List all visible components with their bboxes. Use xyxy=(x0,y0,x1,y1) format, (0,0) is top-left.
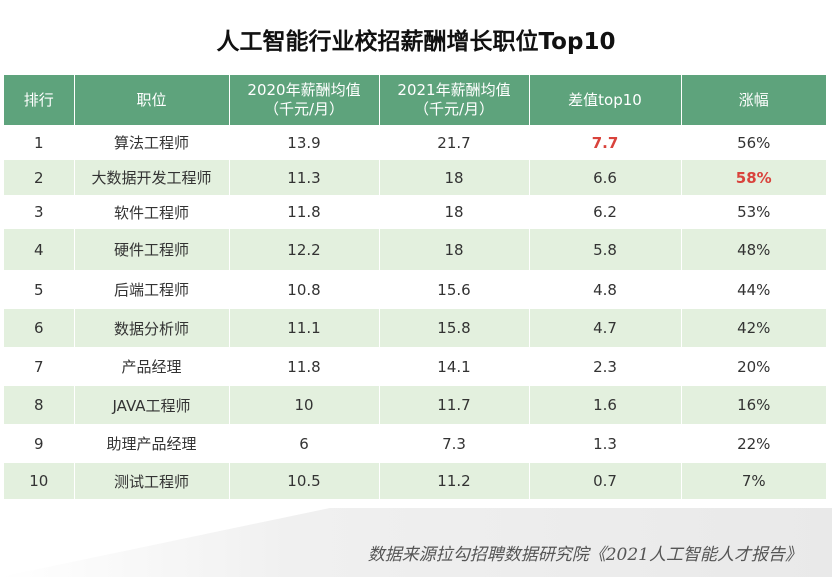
source-band-cutout xyxy=(0,508,330,577)
table-cell: 14.1 xyxy=(379,347,530,386)
table-cell: 10.5 xyxy=(229,463,380,499)
table-cell: 后端工程师 xyxy=(74,270,230,309)
table-cell: 助理产品经理 xyxy=(74,424,230,463)
table-cell: 48% xyxy=(681,229,826,270)
table-cell: 1.3 xyxy=(529,424,682,463)
table-row: 1 算法工程师 13.9 21.7 7.7 56% xyxy=(4,125,826,160)
table-cell: 1.6 xyxy=(529,386,682,424)
salary-table: 排行 职位 2020年薪酬均值 （千元/月） 2021年薪酬均值 （千元/月） 差值top1… xyxy=(4,75,826,499)
table-row: 6 数据分析师 11.1 15.8 4.7 42% xyxy=(4,309,826,347)
column-header-5: 涨幅 xyxy=(681,75,826,125)
table-cell: 10 xyxy=(4,463,75,499)
column-header-0: 排行 xyxy=(4,75,75,125)
table-cell: 53% xyxy=(681,195,826,229)
table-cell: 4 xyxy=(4,229,75,270)
table-cell: 42% xyxy=(681,309,826,347)
table-cell: 21.7 xyxy=(379,125,530,160)
table-cell: 15.6 xyxy=(379,270,530,309)
source-note: 数据来源拉勾招聘数据研究院《2021人工智能人才报告》 xyxy=(367,545,802,565)
table-cell: 5 xyxy=(4,270,75,309)
table-cell: 10.8 xyxy=(229,270,380,309)
table-cell: 大数据开发工程师 xyxy=(74,160,230,195)
table-cell: 7.7 xyxy=(529,125,682,160)
table-cell: 数据分析师 xyxy=(74,309,230,347)
table-cell: 4.8 xyxy=(529,270,682,309)
table-cell: 2.3 xyxy=(529,347,682,386)
table-row: 7 产品经理 11.8 14.1 2.3 20% xyxy=(4,347,826,386)
table-cell: 硬件工程师 xyxy=(74,229,230,270)
column-header-3: 2021年薪酬均值 （千元/月） xyxy=(379,75,530,125)
table-row: 10 测试工程师 10.5 11.2 0.7 7% xyxy=(4,463,826,499)
table-cell: 11.7 xyxy=(379,386,530,424)
chart-title: 人工智能行业校招薪酬增长职位Top10 xyxy=(216,29,616,55)
table-cell: 15.8 xyxy=(379,309,530,347)
table-cell: 8 xyxy=(4,386,75,424)
table-cell: 11.1 xyxy=(229,309,380,347)
table-cell: JAVA工程师 xyxy=(74,386,230,424)
table-cell: 22% xyxy=(681,424,826,463)
table-cell: 6 xyxy=(4,309,75,347)
table-cell: 测试工程师 xyxy=(74,463,230,499)
table-cell: 7% xyxy=(681,463,826,499)
table-cell: 56% xyxy=(681,125,826,160)
column-header-2: 2020年薪酬均值 （千元/月） xyxy=(229,75,380,125)
data-table-container: 排行 职位 2020年薪酬均值 （千元/月） 2021年薪酬均值 （千元/月） 差值top1… xyxy=(4,75,826,499)
table-cell: 11.2 xyxy=(379,463,530,499)
table-cell: 3 xyxy=(4,195,75,229)
table-cell: 11.8 xyxy=(229,347,380,386)
table-row: 4 硬件工程师 12.2 18 5.8 48% xyxy=(4,229,826,270)
table-cell: 5.8 xyxy=(529,229,682,270)
table-row: 9 助理产品经理 6 7.3 1.3 22% xyxy=(4,424,826,463)
table-cell: 10 xyxy=(229,386,380,424)
table-cell: 软件工程师 xyxy=(74,195,230,229)
column-header-1: 职位 xyxy=(74,75,230,125)
table-row: 8 JAVA工程师 10 11.7 1.6 16% xyxy=(4,386,826,424)
table-row: 5 后端工程师 10.8 15.6 4.8 44% xyxy=(4,270,826,309)
table-cell: 11.3 xyxy=(229,160,380,195)
table-cell: 18 xyxy=(379,195,530,229)
column-header-4: 差值top10 xyxy=(529,75,682,125)
table-cell: 9 xyxy=(4,424,75,463)
table-cell: 6.2 xyxy=(529,195,682,229)
table-cell: 20% xyxy=(681,347,826,386)
table-cell: 1 xyxy=(4,125,75,160)
table-cell: 11.8 xyxy=(229,195,380,229)
table-body: 1 算法工程师 13.9 21.7 7.7 56% 2 大数据开发工程师 11.3 18 6.6 58… xyxy=(4,125,826,499)
table-cell: 算法工程师 xyxy=(74,125,230,160)
table-cell: 18 xyxy=(379,160,530,195)
table-cell: 6.6 xyxy=(529,160,682,195)
table-cell: 7 xyxy=(4,347,75,386)
table-cell: 0.7 xyxy=(529,463,682,499)
table-cell: 18 xyxy=(379,229,530,270)
table-cell: 16% xyxy=(681,386,826,424)
table-cell: 4.7 xyxy=(529,309,682,347)
table-cell: 7.3 xyxy=(379,424,530,463)
table-cell: 58% xyxy=(681,160,826,195)
table-cell: 13.9 xyxy=(229,125,380,160)
table-row: 3 软件工程师 11.8 18 6.2 53% xyxy=(4,195,826,229)
table-cell: 产品经理 xyxy=(74,347,230,386)
table-cell: 12.2 xyxy=(229,229,380,270)
table-row: 2 大数据开发工程师 11.3 18 6.6 58% xyxy=(4,160,826,195)
table-cell: 2 xyxy=(4,160,75,195)
table-header-row: 排行 职位 2020年薪酬均值 （千元/月） 2021年薪酬均值 （千元/月） 差值top1… xyxy=(4,75,826,125)
table-cell: 6 xyxy=(229,424,380,463)
table-cell: 44% xyxy=(681,270,826,309)
